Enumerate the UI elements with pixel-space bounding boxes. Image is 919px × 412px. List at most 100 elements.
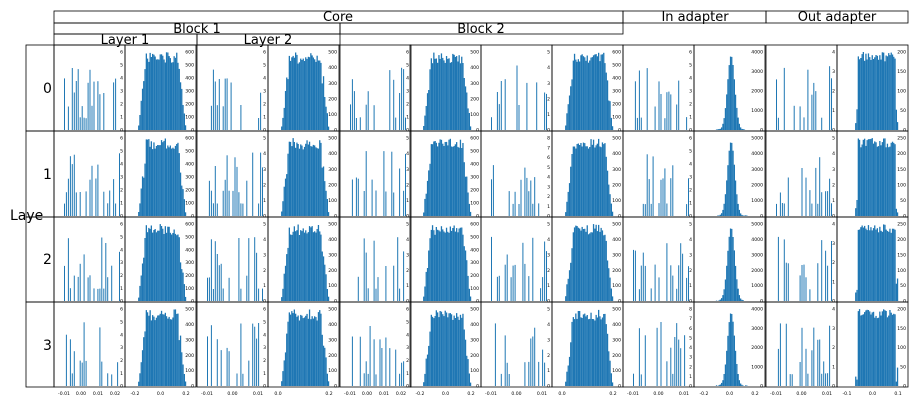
histogram-bar <box>575 59 577 130</box>
y-tick-label: 0 <box>547 384 550 390</box>
histogram-bar <box>424 373 426 386</box>
y-tick-label: 5 <box>406 222 409 228</box>
histogram-bar <box>140 275 142 301</box>
y-tick-label: 50 <box>900 364 906 370</box>
histogram-bar <box>860 315 862 386</box>
histogram-bar <box>431 63 434 131</box>
y-tick-label: 300 <box>612 89 621 95</box>
y-tick-label: 3000 <box>751 326 763 332</box>
histogram-bar <box>448 232 450 301</box>
histogram-bar <box>434 316 436 386</box>
histogram-bar <box>95 178 97 216</box>
histogram-bar <box>885 147 887 216</box>
histogram-bar <box>303 146 306 216</box>
y-tick-label: 2 <box>832 89 835 95</box>
y-tick-label: 1 <box>689 283 692 289</box>
histogram-bar <box>869 311 871 386</box>
histogram-bar <box>444 232 446 301</box>
histogram-bar <box>870 60 872 130</box>
histogram-bar <box>456 56 458 130</box>
y-tick-label: 300 <box>185 260 194 266</box>
histogram-bar <box>103 288 105 301</box>
y-tick-label: 5 <box>406 319 409 325</box>
histogram-bar <box>867 310 870 386</box>
histogram-bar <box>741 299 743 301</box>
histogram-bar <box>77 276 79 301</box>
histogram-bar <box>638 70 640 130</box>
histogram-bar <box>799 106 801 130</box>
histogram-bar <box>181 88 183 130</box>
histogram-bar <box>317 60 320 130</box>
histogram-bar <box>83 117 85 130</box>
histogram-bar <box>894 144 896 216</box>
histogram-bar <box>858 229 861 301</box>
histogram-bar <box>601 54 604 130</box>
histogram-bar <box>171 148 173 216</box>
histogram-bar <box>242 203 244 216</box>
histogram-bar <box>676 104 678 130</box>
header-block1: Block 1 <box>173 22 221 37</box>
histogram-bar <box>589 60 591 130</box>
histogram-bar <box>303 61 306 130</box>
histogram-bar <box>321 83 323 130</box>
histogram-bar <box>149 228 151 301</box>
histogram-bar <box>866 59 868 130</box>
y-tick-label: 500 <box>185 149 194 155</box>
histogram-bar <box>146 312 149 386</box>
histogram-bar <box>520 179 522 216</box>
histogram-bar <box>300 58 302 130</box>
histogram-bar <box>568 270 571 301</box>
y-tick-label: 100 <box>328 112 337 118</box>
histogram-bar <box>886 230 889 301</box>
histogram-bar <box>176 52 178 131</box>
histogram-bar <box>676 323 678 386</box>
y-tick-label: 100 <box>897 268 906 274</box>
y-tick-label: 200 <box>328 96 337 102</box>
histogram-bar <box>302 149 304 216</box>
histogram-bar <box>781 203 783 216</box>
histogram-bar <box>164 226 166 301</box>
histogram-bar <box>874 225 876 301</box>
histogram-bar <box>314 231 316 301</box>
histogram-bar <box>821 373 823 386</box>
histogram-bar <box>452 319 454 386</box>
histogram-bar <box>858 59 861 130</box>
histogram-bar <box>234 157 236 216</box>
histogram-bar <box>150 57 152 130</box>
histogram-bar <box>565 212 567 216</box>
histogram-bar <box>686 277 688 301</box>
histogram-bar <box>91 105 93 130</box>
histogram-bar <box>401 67 403 130</box>
y-tick-label: 5000 <box>751 222 763 228</box>
histogram-panels: 0123456010020030040050060001234560100200… <box>53 44 909 397</box>
histogram-bar <box>821 192 823 216</box>
histogram-bar <box>575 313 577 386</box>
y-tick-label: 5 <box>406 136 409 142</box>
histogram-bar <box>165 316 168 386</box>
histogram-bar <box>718 385 720 386</box>
histogram-bar <box>633 249 634 301</box>
histogram-bar <box>240 203 242 216</box>
histogram-bar <box>895 208 897 216</box>
histogram-bar <box>440 139 443 216</box>
histogram-bar <box>672 165 674 216</box>
histogram-bar <box>301 231 303 301</box>
histogram-bar <box>424 115 426 130</box>
histogram-bar <box>896 212 899 216</box>
histogram-bar <box>600 319 602 386</box>
histogram-bar <box>598 52 600 130</box>
histogram-bar <box>856 289 858 301</box>
histogram-bar <box>875 55 877 130</box>
histogram-bar <box>734 265 737 301</box>
y-tick-label: 6 <box>406 307 409 313</box>
header-out-adapter-box <box>765 10 909 24</box>
histogram-bar <box>861 314 863 386</box>
histogram-bar <box>214 166 216 216</box>
